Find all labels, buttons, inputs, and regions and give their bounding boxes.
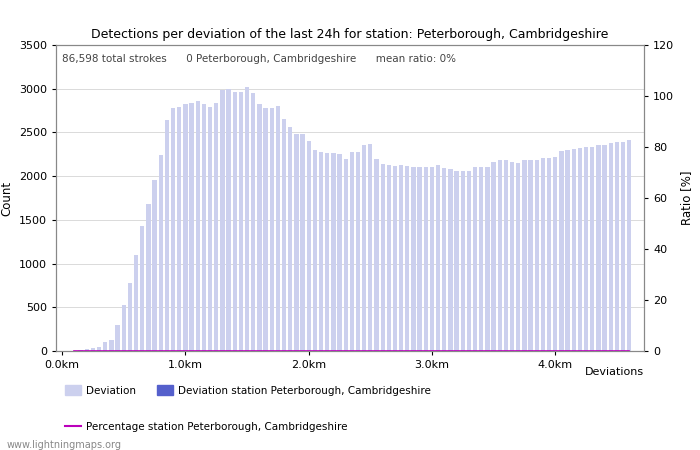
Bar	[547, 158, 551, 351]
Bar	[572, 149, 576, 351]
Y-axis label: Ratio [%]: Ratio [%]	[680, 171, 693, 225]
Bar	[195, 101, 200, 351]
Bar	[97, 346, 102, 351]
Bar	[461, 171, 465, 351]
Bar	[603, 144, 607, 351]
Bar	[294, 134, 298, 351]
Bar	[164, 120, 169, 351]
Bar	[251, 93, 256, 351]
Bar	[578, 148, 582, 351]
Bar	[282, 119, 286, 351]
Bar	[208, 107, 212, 351]
Bar	[362, 144, 366, 351]
Bar	[381, 164, 385, 351]
Bar	[171, 108, 175, 351]
Bar	[559, 151, 564, 351]
Bar	[393, 166, 397, 351]
Bar	[85, 349, 89, 351]
Legend: Percentage station Peterborough, Cambridgeshire: Percentage station Peterborough, Cambrid…	[61, 417, 352, 436]
Bar	[454, 171, 458, 351]
Bar	[516, 163, 520, 351]
Bar	[424, 167, 428, 351]
Bar	[504, 160, 508, 351]
Bar	[467, 171, 471, 351]
Bar	[596, 144, 601, 351]
Bar	[627, 140, 631, 351]
Bar	[140, 226, 144, 351]
Bar	[128, 283, 132, 351]
Bar	[430, 167, 434, 351]
Bar	[584, 147, 588, 351]
Bar	[177, 107, 181, 351]
Bar	[473, 167, 477, 351]
Bar	[307, 141, 311, 351]
Bar	[448, 169, 453, 351]
Bar	[109, 340, 113, 351]
Bar	[91, 348, 95, 351]
Bar	[399, 165, 403, 351]
Bar	[510, 162, 514, 351]
Bar	[412, 166, 416, 351]
Bar	[325, 153, 330, 351]
Bar	[522, 160, 526, 351]
Bar	[417, 167, 422, 351]
Bar	[159, 155, 163, 351]
Bar	[535, 160, 539, 351]
Bar	[270, 108, 274, 351]
Bar	[116, 325, 120, 351]
Bar	[479, 167, 484, 351]
Title: Detections per deviation of the last 24h for station: Peterborough, Cambridgeshi: Detections per deviation of the last 24h…	[91, 28, 609, 41]
Bar	[344, 159, 348, 351]
Text: www.lightningmaps.org: www.lightningmaps.org	[7, 440, 122, 450]
Bar	[202, 104, 206, 351]
Bar	[528, 160, 533, 351]
Bar	[288, 127, 293, 351]
Bar	[405, 166, 409, 351]
Bar	[313, 150, 317, 351]
Bar	[226, 89, 231, 351]
Text: Deviations: Deviations	[585, 367, 644, 377]
Bar	[232, 92, 237, 351]
Bar	[220, 90, 225, 351]
Bar	[257, 104, 262, 351]
Bar	[386, 165, 391, 351]
Legend: Deviation, Deviation station Peterborough, Cambridgeshire: Deviation, Deviation station Peterboroug…	[61, 381, 435, 400]
Bar	[190, 103, 194, 351]
Bar	[134, 255, 139, 351]
Bar	[374, 159, 379, 351]
Bar	[368, 144, 372, 351]
Bar	[541, 158, 545, 351]
Bar	[442, 168, 447, 351]
Bar	[276, 106, 280, 351]
Bar	[485, 167, 489, 351]
Bar	[331, 153, 335, 351]
Bar	[239, 92, 243, 351]
Bar	[590, 147, 594, 351]
Bar	[553, 157, 557, 351]
Bar	[337, 154, 342, 351]
Bar	[491, 162, 496, 351]
Bar	[566, 150, 570, 351]
Bar	[498, 160, 502, 351]
Bar	[300, 134, 304, 351]
Bar	[263, 108, 267, 351]
Bar	[350, 152, 354, 351]
Bar	[621, 142, 625, 351]
Y-axis label: Count: Count	[0, 180, 13, 216]
Bar	[245, 87, 249, 351]
Bar	[122, 305, 126, 351]
Bar	[183, 104, 188, 351]
Bar	[153, 180, 157, 351]
Bar	[436, 165, 440, 351]
Bar	[146, 204, 150, 351]
Text: 86,598 total strokes      0 Peterborough, Cambridgeshire      mean ratio: 0%: 86,598 total strokes 0 Peterborough, Cam…	[62, 54, 456, 64]
Bar	[103, 342, 108, 351]
Bar	[615, 142, 619, 351]
Bar	[319, 152, 323, 351]
Bar	[78, 350, 83, 351]
Bar	[214, 103, 218, 351]
Bar	[356, 152, 360, 351]
Bar	[608, 143, 613, 351]
